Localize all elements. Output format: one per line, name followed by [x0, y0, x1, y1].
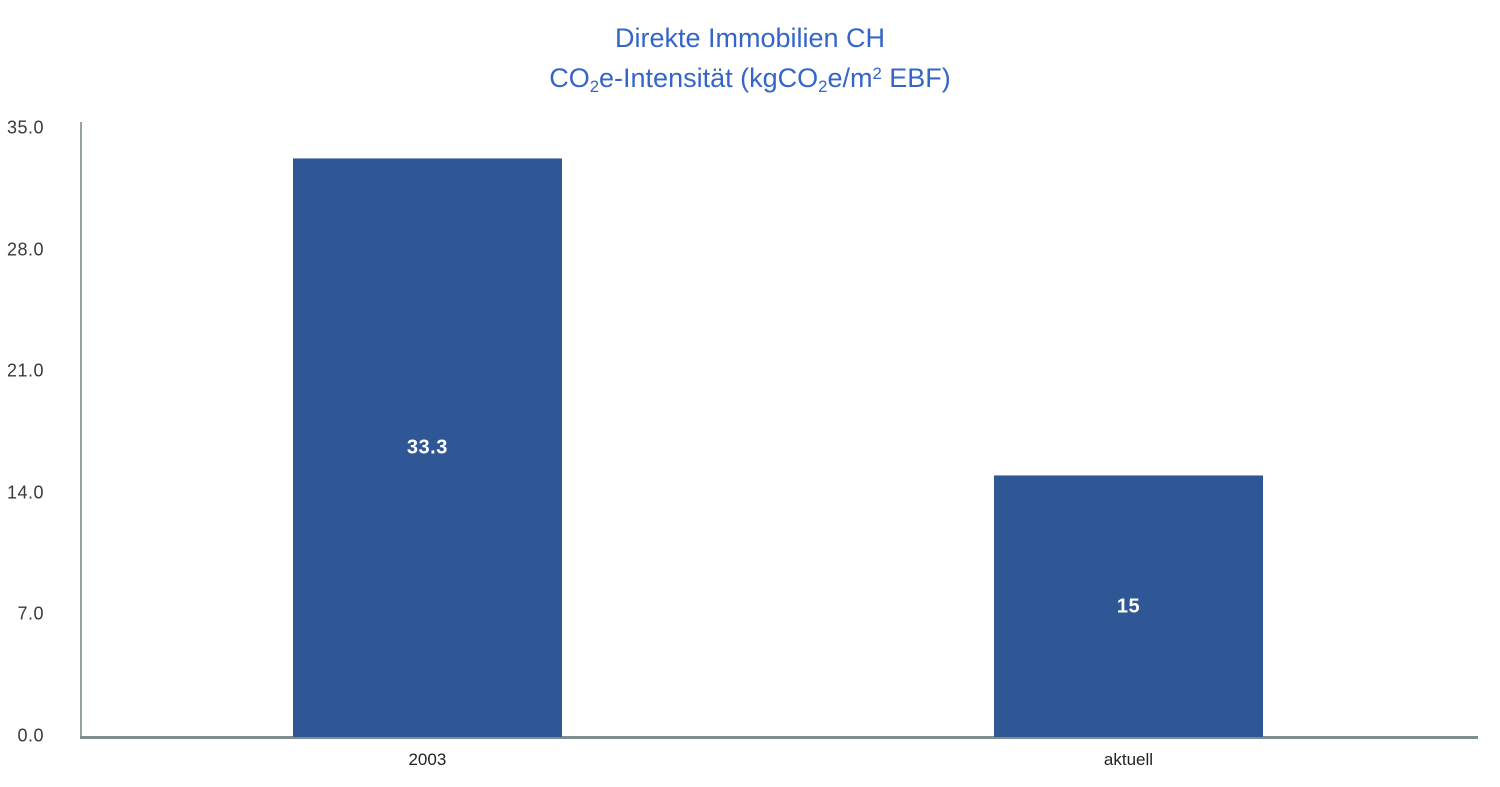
y-axis-tick-label: 14.0 [6, 482, 44, 503]
bar-2003: 33.3 [293, 157, 562, 737]
bar-value-label: 15 [1116, 595, 1141, 618]
x-axis-category-label: aktuell [1103, 750, 1154, 769]
bar-value-label: 33.3 [406, 436, 448, 459]
chart-title-segment: EBF) [881, 63, 951, 93]
y-axis-tick-label: 21.0 [6, 360, 44, 381]
chart-title-segment: e/m [827, 63, 873, 93]
y-axis-tick-label: 28.0 [6, 239, 44, 260]
bar-aktuell: 15 [994, 475, 1263, 737]
chart-title-line1: Direkte Immobilien CH [614, 23, 886, 53]
chart-title-segment: 2 [818, 76, 828, 96]
chart-title-segment: 2 [872, 64, 882, 84]
x-axis-line [80, 736, 1478, 739]
chart-title-segment: 2 [589, 76, 600, 96]
y-axis-tick-label: 7.0 [17, 603, 44, 624]
y-axis-tick-label: 35.0 [6, 117, 44, 138]
plot-area: 35.0 28.0 21.0 14.0 7.0 0.0 33.3 2003 15 aktuell [7, 118, 1478, 769]
x-axis-category-label: 2003 [408, 750, 447, 769]
y-axis-line [80, 122, 82, 736]
chart-title: Direkte Immobilien CH CO2e-Intensität (k… [0, 18, 1500, 102]
chart-title-line2: CO2e-Intensität (kgCO2e/m2 EBF) [0, 58, 1500, 102]
chart-title-segment: CO [549, 63, 590, 93]
chart-title-segment: e-Intensität (kgCO [599, 63, 819, 93]
y-axis-tick-label: 0.0 [17, 725, 44, 746]
